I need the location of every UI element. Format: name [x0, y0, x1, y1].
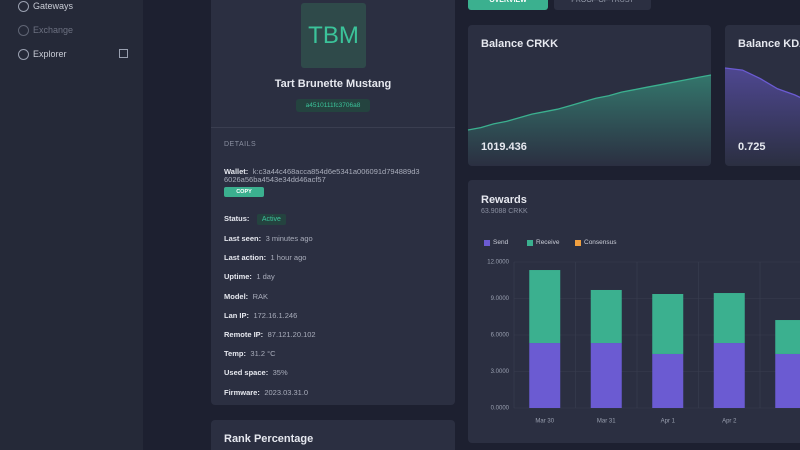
nav-icon — [18, 49, 29, 60]
field-value: 35% — [272, 368, 288, 378]
bar-segment — [652, 353, 684, 408]
field-row: Lan IP: 172.16.1.246 — [224, 305, 297, 323]
tab[interactable]: OVERVIEW — [468, 0, 548, 10]
tab[interactable]: PROOF-OF-TRUST — [554, 0, 651, 10]
field-value: 3 minutes ago — [265, 234, 313, 243]
y-tick-label: 9.0000 — [491, 296, 510, 302]
field-value: 87.121.20.102 — [267, 330, 316, 339]
field-row: Model: RAK — [224, 286, 268, 304]
field-label: Model: — [224, 291, 249, 301]
balance-value: 0.725 — [738, 141, 766, 153]
y-tick-label: 3.0000 — [491, 369, 510, 375]
x-tick-label: Apr 2 — [722, 419, 737, 425]
field-value: k:c3a44c468acca854d6e5341a006091d794889d… — [252, 167, 420, 176]
copy-button[interactable]: COPY — [224, 187, 264, 197]
device-name: Tart Brunette Mustang — [274, 78, 392, 90]
field-value: 172.16.1.246 — [253, 310, 298, 320]
field-label: Firmware: — [224, 387, 260, 397]
card-title: Balance KDA — [738, 38, 800, 50]
bar-segment — [775, 320, 800, 354]
area-line — [467, 74, 712, 131]
rank-card — [211, 420, 455, 450]
field-label: Used space: — [224, 368, 269, 378]
field-label: Temp: — [224, 349, 246, 359]
bar-segment — [529, 343, 561, 408]
card-title: Balance CRKK — [481, 38, 559, 50]
y-tick-label: 0.0000 — [491, 406, 510, 412]
card-title: Rewards — [481, 194, 527, 206]
bar-segment — [590, 289, 622, 344]
field-label: Lan IP: — [224, 310, 250, 320]
area-line — [724, 67, 800, 99]
field-label: Uptime: — [224, 272, 252, 282]
nav-icon — [18, 1, 29, 12]
field-row: Remote IP: 87.121.20.102 — [224, 324, 316, 342]
legend-label: Consensus — [584, 239, 617, 246]
y-tick-label: 6.0000 — [491, 333, 510, 339]
field-label: Remote IP: — [224, 330, 264, 339]
field-value: 31.2 °C — [250, 349, 276, 359]
y-tick-label: 12.0000 — [487, 260, 509, 266]
card-subtitle: 63.9088 CRKK — [481, 208, 528, 215]
x-tick-label: Mar 31 — [597, 419, 616, 425]
wallet-row: Wallet: k:c3a44c468acca854d6e5341a006091… — [224, 161, 420, 179]
field-label: Wallet: — [224, 167, 249, 176]
area-fill — [468, 75, 711, 166]
balance-value: 1019.436 — [481, 141, 527, 153]
legend-swatch — [527, 240, 533, 246]
field-row: Temp: 31.2 °C — [224, 343, 276, 361]
nav-item[interactable]: Gateways — [33, 1, 74, 11]
field-row: Uptime: 1 day — [224, 266, 275, 284]
device-id: a4510111fc3706a8 — [296, 99, 370, 112]
bar-segment — [590, 343, 622, 408]
field-value: RAK — [252, 291, 269, 301]
bar-segment — [529, 270, 561, 344]
legend-label: Send — [493, 239, 509, 246]
field-value: 1 hour ago — [270, 253, 307, 263]
field-row: Firmware: 2023.03.31.0 — [224, 382, 308, 400]
nav-item[interactable]: Explorer — [33, 49, 67, 59]
sidebar: Gateways Exchange Explorer — [0, 0, 143, 450]
field-label: Last seen: — [224, 234, 262, 243]
status-badge: Active — [256, 214, 286, 225]
field-row: Last seen: 3 minutes ago — [224, 228, 313, 246]
field-value: 6026a56ba4543e34dd46acf57 — [224, 175, 326, 184]
external-link-icon — [119, 49, 128, 58]
section-heading: DETAILS — [224, 141, 257, 148]
bar-segment — [775, 353, 800, 408]
nav-item[interactable]: Exchange — [33, 25, 74, 35]
area-fill — [725, 68, 800, 166]
legend-swatch — [484, 240, 490, 246]
field-value: 2023.03.31.0 — [264, 387, 309, 397]
field-label: Status: — [224, 214, 250, 223]
field-value: 1 day — [256, 272, 275, 282]
status-row: Status: Active — [224, 208, 286, 226]
field-row: Used space: 35% — [224, 362, 288, 380]
nav-icon — [18, 25, 29, 36]
avatar: TBM — [301, 3, 366, 68]
x-tick-label: Mar 30 — [535, 419, 554, 425]
divider — [211, 127, 455, 128]
x-tick-label: Apr 1 — [661, 419, 676, 425]
bar-segment — [652, 293, 684, 354]
legend-label: Receive — [536, 239, 560, 246]
card-title: Rank Percentage — [224, 433, 314, 445]
field-label: Last action: — [224, 253, 267, 263]
legend-swatch — [575, 240, 581, 246]
field-row: Last action: 1 hour ago — [224, 247, 306, 265]
bar-segment — [713, 343, 745, 408]
bar-segment — [713, 293, 745, 344]
